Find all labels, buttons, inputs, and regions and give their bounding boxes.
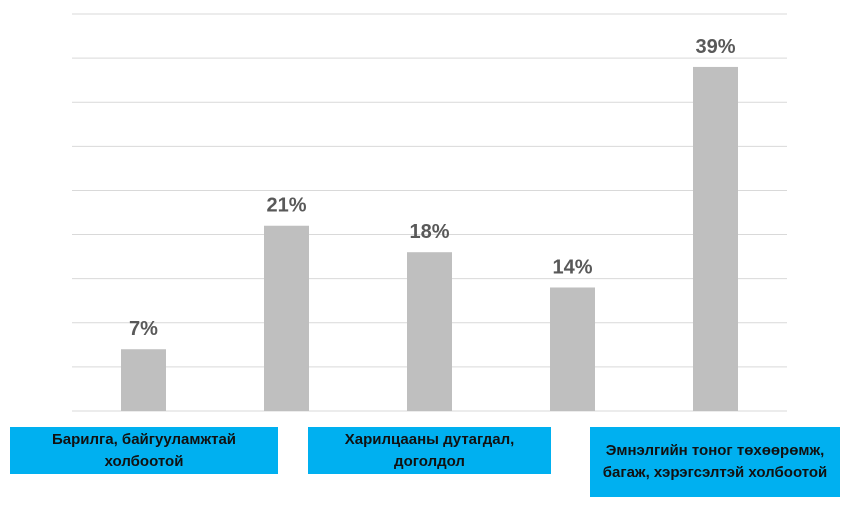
- category-label: Барилга, байгууламжтай холбоотой: [10, 427, 278, 474]
- category-label: Харилцааны дутагдал, доголдол: [308, 427, 551, 474]
- bar: [693, 66, 738, 411]
- bar: [121, 349, 166, 411]
- data-label: 7%: [129, 318, 158, 340]
- data-label: 39%: [695, 36, 735, 58]
- category-label: Эмнэлгийн тоног төхөөрөмж, багаж, хэрэгс…: [590, 427, 840, 497]
- bar: [407, 252, 452, 411]
- bar: [550, 287, 595, 411]
- data-label: 14%: [552, 256, 592, 278]
- data-label: 18%: [409, 221, 449, 243]
- data-label: 21%: [266, 195, 306, 217]
- bar: [264, 225, 309, 411]
